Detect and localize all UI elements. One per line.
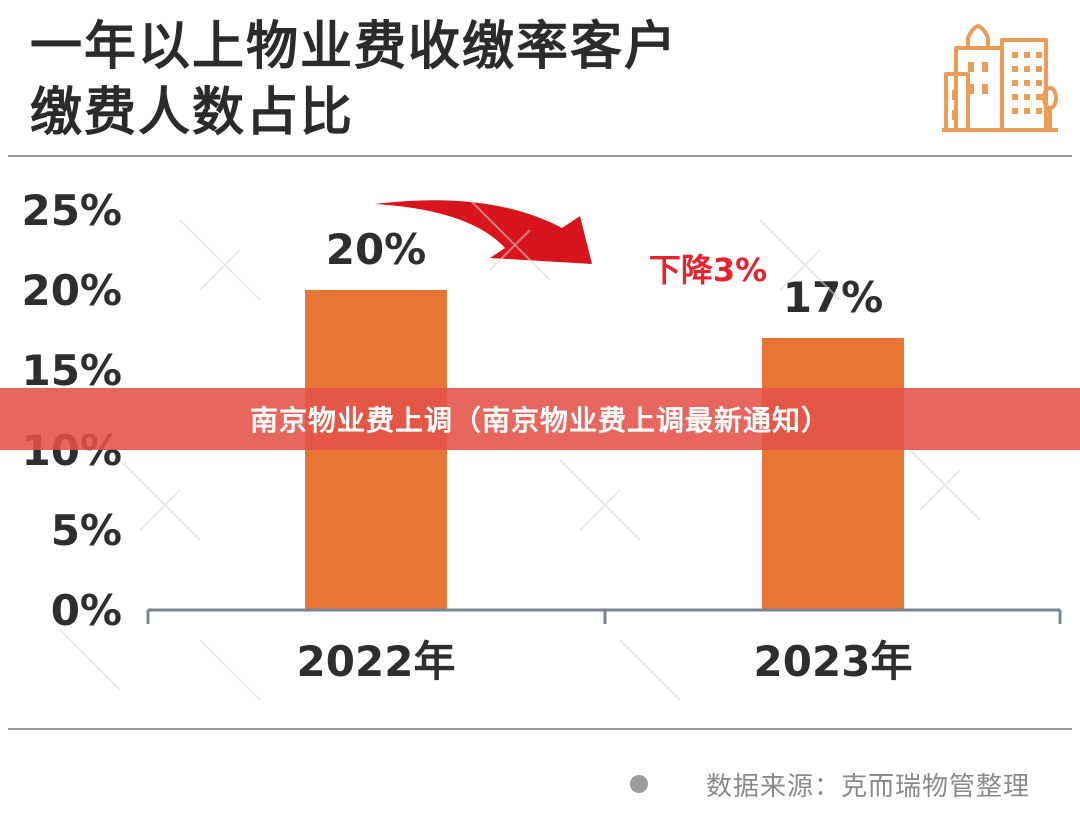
- x-axis: 2022年 2023年: [146, 608, 1062, 686]
- x-tick-label: 2022年: [297, 637, 456, 686]
- bar-value-label: 17%: [783, 273, 884, 322]
- chart-title: 一年以上物业费收缴率客户 缴费人数占比: [30, 14, 678, 146]
- y-tick-label: 15%: [21, 346, 122, 395]
- bar: [305, 290, 447, 610]
- source-note: 数据来源：克而瑞物管整理: [630, 764, 1030, 804]
- title-line-1: 一年以上物业费收缴率客户: [30, 17, 679, 77]
- footer-divider: [8, 728, 1072, 730]
- headline-banner: 南京物业费上调（南京物业费上调最新通知）: [0, 388, 1080, 450]
- decrease-annotation: 下降3%: [649, 251, 767, 289]
- building-icon: [942, 24, 1058, 132]
- headline-text: 南京物业费上调（南京物业费上调最新通知）: [249, 404, 830, 437]
- y-tick-label: 20%: [21, 266, 122, 315]
- x-tick-label: 2023年: [754, 637, 913, 686]
- y-tick-label: 25%: [21, 186, 122, 235]
- bar-value-label: 20%: [326, 225, 427, 274]
- bars: 20% 17%: [305, 225, 904, 610]
- bar: [762, 338, 904, 610]
- title-line-2: 缴费人数占比: [30, 83, 355, 143]
- y-tick-label: 0%: [51, 586, 122, 635]
- source-text: 数据来源：克而瑞物管整理: [706, 771, 1031, 802]
- bullet-dot: [630, 775, 648, 793]
- y-tick-label: 5%: [51, 506, 122, 555]
- header-divider: [8, 155, 1072, 157]
